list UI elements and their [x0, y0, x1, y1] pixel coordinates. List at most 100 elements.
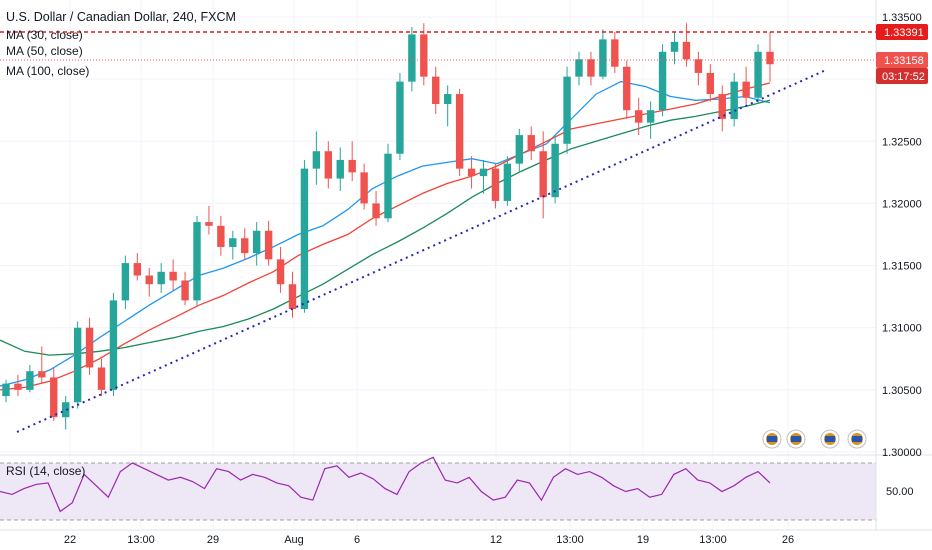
us-flag-event-icon — [847, 429, 867, 449]
y-tick-label: 1.31500 — [882, 261, 922, 273]
candle-body — [276, 259, 285, 285]
candle — [479, 159, 488, 194]
candle-body — [479, 168, 488, 177]
candle — [551, 135, 559, 204]
candle — [181, 271, 189, 306]
candle — [515, 128, 524, 173]
candle — [455, 89, 464, 177]
candle-body — [539, 151, 547, 198]
candle — [491, 163, 500, 209]
candle — [443, 85, 452, 127]
us-flag-event-icon — [786, 429, 806, 449]
candle — [205, 205, 213, 235]
candle-body — [587, 59, 595, 77]
x-tick-label: 26 — [782, 534, 794, 546]
candle — [2, 379, 10, 403]
candle — [611, 31, 619, 73]
rsi-legend: RSI (14, close) — [6, 464, 86, 478]
candle-body — [50, 377, 58, 418]
candle-body — [229, 238, 237, 247]
x-tick-label: Aug — [284, 534, 304, 546]
candle — [312, 131, 321, 185]
candle-body — [121, 263, 130, 301]
candle — [467, 156, 476, 189]
candle-body — [467, 168, 476, 177]
candle — [145, 268, 153, 297]
candle-body — [145, 275, 153, 285]
candle — [97, 358, 106, 397]
candle — [348, 141, 356, 182]
candle-body — [264, 230, 273, 260]
candle-body — [217, 225, 225, 247]
candle-body — [252, 230, 261, 254]
candle — [587, 51, 595, 86]
candle-body — [503, 163, 512, 201]
x-tick-label: 13:00 — [556, 534, 584, 546]
candle — [623, 60, 631, 119]
candle-body — [634, 110, 643, 123]
candle-body — [563, 76, 571, 144]
candle-body — [61, 402, 70, 418]
rsi-indicator — [0, 456, 771, 513]
candle — [432, 66, 440, 114]
x-tick-label: 13:00 — [699, 534, 727, 546]
countdown-tag: 03:17:52 — [876, 68, 928, 84]
candle-body — [26, 371, 34, 390]
candle-body — [646, 110, 655, 123]
candle — [157, 263, 165, 293]
y-tick-label: 1.31000 — [882, 323, 922, 335]
x-tick-label: 13:00 — [127, 534, 155, 546]
candle-body — [455, 94, 464, 169]
candle-body — [396, 81, 404, 154]
rsi-line — [0, 456, 771, 513]
x-tick-label: 19 — [637, 534, 649, 546]
candle-body — [443, 94, 452, 104]
candle — [658, 44, 667, 117]
candle-body — [420, 34, 428, 77]
candle-body — [73, 327, 82, 403]
candle — [503, 156, 512, 206]
candle — [384, 143, 392, 223]
candle-body — [348, 159, 356, 173]
candle — [193, 215, 201, 306]
candle-body — [742, 81, 750, 98]
candle-body — [288, 284, 297, 310]
candle — [324, 141, 333, 189]
candle-body — [611, 39, 619, 67]
candle — [575, 51, 583, 86]
candle — [754, 44, 762, 104]
ma30-legend: MA (30, close) — [6, 28, 83, 42]
candle-body — [694, 59, 703, 73]
candle — [109, 292, 118, 397]
y-tick-label: 1.32500 — [882, 136, 922, 148]
candle-body — [575, 59, 583, 77]
ma-line-3 — [0, 99, 771, 356]
ma50-legend: MA (50, close) — [6, 44, 83, 58]
candle-body — [300, 168, 309, 310]
candle — [420, 23, 428, 86]
candle — [730, 72, 738, 127]
candle — [718, 85, 726, 132]
event-flags[interactable] — [762, 429, 867, 449]
countdown-label: 03:17:52 — [882, 71, 925, 83]
candle-body — [682, 41, 691, 60]
candle — [276, 246, 285, 293]
candle — [682, 23, 691, 67]
high-level-tag: 1.33391 — [876, 24, 928, 40]
candle — [169, 259, 177, 291]
candle — [14, 374, 22, 397]
ma100-legend: MA (100, close) — [6, 64, 90, 78]
candle — [61, 396, 70, 430]
candle-body — [109, 300, 118, 390]
rsi-band — [0, 463, 876, 520]
candle-body — [193, 222, 201, 301]
candle-body — [312, 151, 321, 169]
x-tick-label: 12 — [490, 534, 502, 546]
candle — [264, 220, 273, 266]
us-flag-event-icon — [820, 429, 840, 449]
candle-body — [599, 39, 607, 77]
candle — [706, 64, 715, 102]
x-tick-label: 6 — [354, 534, 360, 546]
candle — [408, 26, 416, 92]
